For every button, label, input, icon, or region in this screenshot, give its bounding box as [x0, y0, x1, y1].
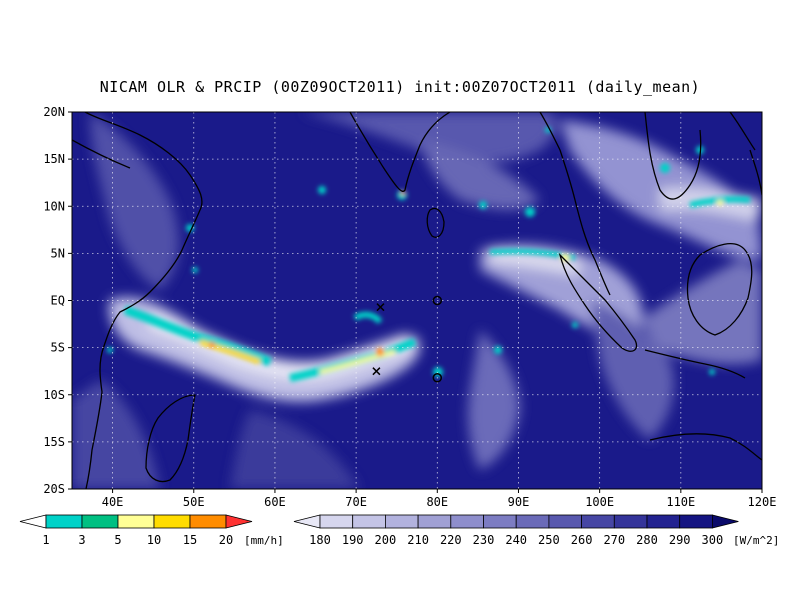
- lon-tick-label: 80E: [426, 495, 448, 509]
- olr-legend-swatch: [384, 514, 419, 529]
- olr-legend-level-label: 240: [505, 533, 527, 547]
- precip-legend-level-label: 3: [78, 533, 85, 547]
- precip-legend-swatch: [153, 514, 191, 529]
- x-marker: [376, 303, 385, 312]
- gridlines: [72, 112, 762, 489]
- olr-legend-swatch: [548, 514, 583, 529]
- x-marker: [372, 367, 381, 376]
- olr-legend-level-label: 290: [669, 533, 691, 547]
- olr-legend-level-label: 280: [636, 533, 658, 547]
- lat-tick-label: 15N: [43, 152, 65, 166]
- olr-legend: 180 190 200 210 220 230 240 250 260 270 280 290 300 […: [293, 514, 779, 547]
- lat-tick-label: 15S: [43, 435, 65, 449]
- lon-tick-label: 120E: [748, 495, 777, 509]
- map-title: NICAM OLR & PRCIP (00Z09OCT2011) init:00…: [99, 78, 701, 96]
- precip-legend-level-label: 15: [183, 533, 197, 547]
- olr-legend-level-label: 220: [440, 533, 462, 547]
- lon-tick-label: 110E: [666, 495, 695, 509]
- circle-marker: [432, 295, 443, 306]
- olr-legend-swatch: [613, 514, 648, 529]
- olr-legend-swatch: [581, 514, 615, 529]
- lat-tick-label: 20N: [43, 105, 65, 119]
- precip-legend-swatch-under: [19, 514, 47, 529]
- lon-tick-label: 100E: [585, 495, 614, 509]
- lat-tick-label: EQ: [51, 294, 65, 308]
- precip-legend-swatch-over: [225, 514, 253, 529]
- precip-legend: 1 3 5 10 15 20 [mm/h]: [19, 514, 284, 547]
- olr-legend-swatch-over: [712, 514, 739, 529]
- olr-legend-level-label: 250: [538, 533, 560, 547]
- lon-tick-label: 90E: [508, 495, 530, 509]
- lon-tick-label: 60E: [264, 495, 286, 509]
- olr-legend-level-label: 300: [702, 533, 724, 547]
- precip-legend-unit-label: [mm/h]: [244, 534, 284, 547]
- olr-legend-level-label: 190: [342, 533, 364, 547]
- precip-legend-level-label: 1: [42, 533, 49, 547]
- olr-legend-swatch: [515, 514, 550, 529]
- lat-tick-label: 20S: [43, 482, 65, 496]
- lat-tick-label: 5N: [51, 246, 65, 260]
- olr-field: [72, 112, 762, 489]
- precip-legend-level-label: 5: [114, 533, 121, 547]
- precip-legend-swatch: [189, 514, 227, 529]
- olr-legend-swatch: [352, 514, 386, 529]
- olr-legend-swatch: [483, 514, 517, 529]
- olr-legend-level-label: 270: [603, 533, 625, 547]
- olr-legend-swatch: [319, 514, 354, 529]
- lon-axis: 40E 50E 60E 70E 80E 90E 100E 110E 120E: [102, 489, 777, 509]
- lon-tick-label: 40E: [102, 495, 124, 509]
- olr-legend-level-label: 200: [375, 533, 397, 547]
- precip-legend-level-label: 10: [147, 533, 161, 547]
- olr-legend-swatch: [450, 514, 484, 529]
- lat-tick-label: 10S: [43, 388, 65, 402]
- coastlines: [72, 112, 762, 489]
- lon-tick-label: 50E: [183, 495, 205, 509]
- precip-legend-level-label: 20: [219, 533, 233, 547]
- lon-tick-label: 70E: [345, 495, 367, 509]
- olr-legend-level-label: 210: [407, 533, 429, 547]
- olr-legend-unit-label: [W/m^2]: [733, 534, 779, 547]
- precip-legend-swatch: [45, 514, 83, 529]
- lat-axis: 20N 15N 10N 5N EQ 5S 10S 15S 20S: [43, 105, 72, 496]
- precip-legend-swatch: [81, 514, 119, 529]
- lat-tick-label: 10N: [43, 199, 65, 213]
- olr-legend-swatch-under: [293, 514, 321, 529]
- olr-legend-swatch: [417, 514, 452, 529]
- precip-field: [107, 127, 751, 382]
- olr-legend-swatch: [679, 514, 713, 529]
- olr-legend-level-label: 260: [571, 533, 593, 547]
- olr-legend-swatch: [646, 514, 681, 529]
- lat-tick-label: 5S: [51, 341, 65, 355]
- circle-marker: [432, 373, 443, 383]
- olr-legend-level-label: 180: [309, 533, 331, 547]
- precip-legend-swatch: [117, 514, 155, 529]
- map-markers: [372, 295, 443, 383]
- olr-legend-level-label: 230: [473, 533, 495, 547]
